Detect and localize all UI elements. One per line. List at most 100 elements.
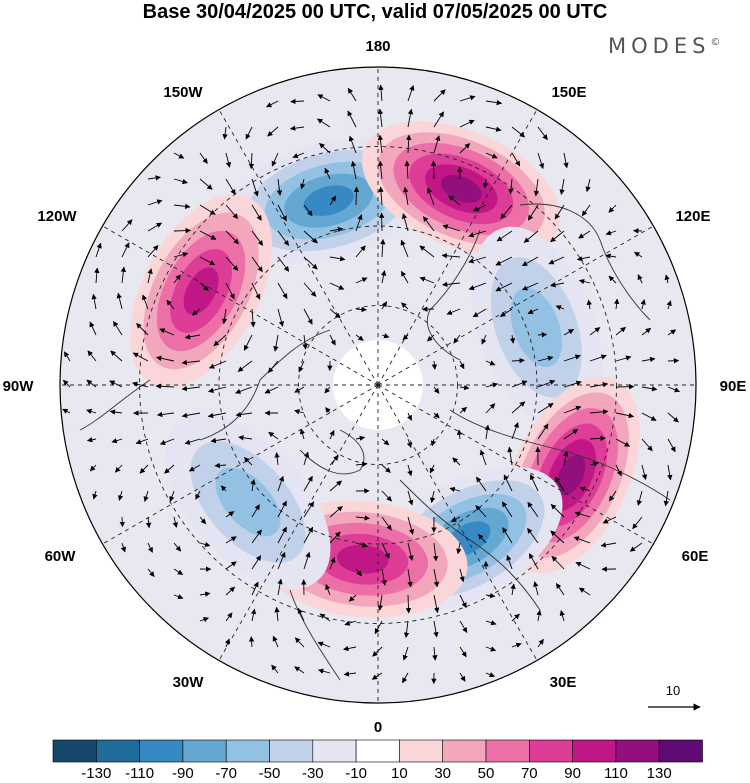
wind-arrow	[537, 638, 544, 648]
wind-arrow	[317, 641, 331, 648]
wind-arrow	[641, 386, 658, 392]
wind-arrow	[355, 306, 367, 313]
wind-arrow	[267, 126, 279, 137]
wind-arrow	[563, 354, 581, 362]
meridian-line	[218, 109, 379, 386]
wind-arrow	[299, 428, 306, 440]
wind-arrow	[533, 581, 539, 596]
wind-arrow	[666, 300, 672, 310]
wind-arrow	[238, 435, 253, 441]
wind-arrow	[268, 431, 279, 440]
wind-arrow	[225, 204, 239, 220]
wind-arrow	[329, 505, 343, 518]
wind-arrow	[550, 530, 565, 544]
wind-arrow	[459, 95, 476, 102]
wind-arrow	[407, 542, 414, 562]
wind-arrow	[537, 355, 554, 362]
wind-arrow	[495, 256, 513, 266]
wind-arrow	[139, 464, 149, 474]
wind-arrow	[613, 298, 620, 310]
wind-arrow	[86, 437, 97, 443]
wind-arrow	[355, 568, 362, 577]
wind-arrow	[63, 351, 71, 362]
wind-arrow	[113, 320, 123, 336]
wind-arrow	[402, 672, 409, 684]
wind-arrow	[527, 204, 539, 221]
wind-arrow	[554, 476, 565, 492]
wind-arrow	[303, 451, 310, 466]
wind-arrow	[530, 474, 539, 492]
wind-arrow	[303, 230, 318, 244]
wind-arrow	[147, 175, 161, 181]
colorbar-tick-label: -30	[302, 765, 324, 782]
meridian-line	[218, 384, 379, 661]
wind-arrow	[441, 253, 461, 259]
meridian-line	[377, 384, 538, 661]
wind-arrow	[251, 555, 262, 570]
wind-arrow	[485, 126, 502, 132]
wind-arrow	[629, 542, 643, 552]
wind-arrow	[292, 152, 305, 159]
wind-arrow	[667, 412, 679, 423]
wind-arrow	[433, 594, 440, 614]
wind-arrow	[506, 554, 513, 570]
wind-arrow	[277, 230, 290, 246]
wind-arrow	[468, 282, 487, 291]
wind-arrow	[555, 305, 565, 311]
lon-label-30e: 30E	[550, 674, 577, 691]
wind-arrow	[329, 556, 336, 570]
wind-arrow	[87, 350, 97, 362]
wind-arrow	[377, 160, 384, 180]
wind-arrow	[521, 282, 539, 291]
wind-arrow	[329, 195, 337, 206]
wind-arrow	[381, 568, 387, 586]
wind-arrow	[536, 609, 542, 622]
wind-arrow	[537, 379, 556, 388]
wind-arrow	[472, 204, 487, 212]
wind-arrow	[401, 302, 409, 310]
wind-arrow	[589, 327, 601, 336]
wind-arrow	[537, 126, 548, 141]
wind-arrow	[347, 110, 357, 128]
wind-arrow	[640, 299, 646, 310]
wind-arrow	[251, 256, 263, 273]
wind-arrow	[355, 542, 368, 548]
anomaly-low-north-pacific	[226, 138, 432, 263]
wind-arrow	[173, 227, 191, 234]
wind-arrow	[475, 505, 487, 518]
wind-arrow	[433, 111, 444, 128]
wind-arrow	[317, 94, 331, 102]
coastline-scandinavia	[399, 479, 541, 611]
wind-arrow	[355, 461, 368, 467]
colorbar-swatch	[615, 739, 660, 763]
wind-arrow	[91, 293, 97, 310]
wind-arrow	[641, 412, 657, 421]
wind-arrow	[381, 301, 388, 310]
wind-arrow	[533, 178, 540, 197]
wind-arrow	[433, 386, 440, 394]
wind-arrow	[110, 350, 123, 362]
wind-arrow	[225, 230, 239, 245]
wind-arrow	[468, 256, 487, 264]
wind-arrow	[456, 542, 462, 555]
wind-arrow	[371, 672, 383, 680]
wind-arrow	[459, 620, 468, 634]
wind-arrow	[272, 635, 279, 648]
wind-arrow	[407, 108, 414, 128]
wind-arrow	[589, 435, 606, 442]
lon-label-60w: 60W	[45, 548, 77, 565]
wind-arrow	[225, 612, 233, 622]
map-title: Base 30/04/2025 00 UTC, valid 07/05/2025…	[142, 1, 608, 23]
colorbar-swatch	[442, 739, 487, 763]
wind-arrow	[453, 334, 461, 344]
wind-arrow	[459, 594, 467, 609]
wind-arrow	[459, 646, 467, 658]
wind-arrow	[448, 195, 461, 206]
wind-arrow	[251, 504, 260, 518]
wind-arrow	[86, 379, 97, 388]
wind-arrow	[264, 386, 279, 394]
colorbar-tick-label: 50	[478, 765, 495, 782]
wind-arrow	[222, 126, 228, 140]
wind-arrow	[521, 256, 539, 267]
wind-arrow	[381, 333, 390, 339]
